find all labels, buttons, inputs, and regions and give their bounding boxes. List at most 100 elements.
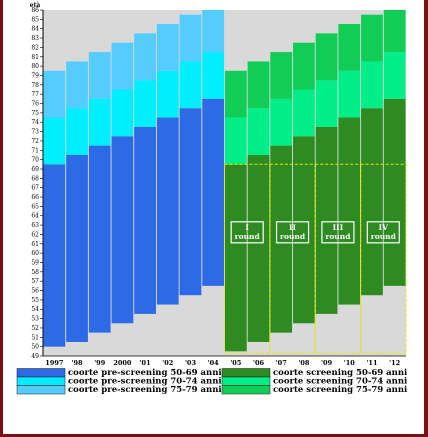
y-tick-label: 50 [31,344,39,351]
y-tick-label: 64 [31,213,39,220]
pre-screening-bar-segment [179,14,202,62]
round-word: round [325,232,351,241]
screening-bar-segment [315,126,338,314]
y-tick-label: 75 [31,110,39,117]
pre-screening-bar-segment [179,61,202,109]
screening-bar-segment [247,61,270,109]
screening-bar-segment [361,61,383,109]
screening-bar-segment [338,117,361,305]
legend-label-scr: coorte screening 75-79 anni [273,385,408,395]
pre-screening-bar-segment [156,24,179,71]
y-tick-label: 57 [31,278,39,285]
screening-bar-segment [383,10,406,53]
y-tick-label: 52 [31,325,39,332]
y-tick-label: 66 [31,194,39,201]
y-tick-label: 59 [31,259,39,266]
y-axis-label: età [30,2,41,9]
screening-round-box [269,163,316,354]
y-tick-label: 81 [31,54,39,61]
screening-bar-segment [224,117,247,165]
x-tick-label: '11 [366,359,377,367]
pre-screening-bar-segment [43,117,66,165]
pre-screening-bar-segment [134,80,156,127]
y-tick-label: 67 [31,185,39,192]
pre-screening-bar-segment [156,70,179,118]
screening-round-box [360,163,407,354]
round-label-box [366,221,400,244]
screening-bar-segment [383,52,406,99]
y-tick-label: 58 [31,269,39,276]
round-label-box [275,221,310,244]
round-numeral: IV [379,223,389,232]
legend-swatch-pre-1 [16,376,66,386]
x-tick-label: '10 [344,359,356,367]
screening-bar-segment [224,70,247,118]
x-tick-label: '12 [389,359,400,367]
screening-round-box [224,163,271,354]
legend-swatch-pre-0 [16,368,66,378]
y-tick-label: 76 [31,101,39,108]
round-numeral: I [245,223,249,232]
screening-bar-segment [361,14,383,62]
pre-screening-bar-segment [88,52,111,99]
y-tick-label: 72 [31,138,39,145]
y-tick-label: 80 [31,63,39,70]
y-tick-label: 51 [31,334,39,341]
screening-bar-segment [224,164,247,352]
screening-bar-segment [315,33,338,81]
y-tick-label: 60 [31,250,39,257]
pre-screening-bar-segment [156,117,179,305]
y-tick-label: 65 [31,203,39,210]
pre-screening-bar-segment [202,52,225,99]
legend-swatch-scr-2 [221,385,271,395]
y-tick-label: 53 [31,316,39,323]
pre-screening-bar-segment [202,10,225,53]
screening-bar-segment [361,108,383,296]
x-tick-label: '07 [276,359,287,367]
screening-bar-segment [293,42,315,90]
x-tick-label: '98 [72,359,84,367]
screening-bar-segment [270,98,293,146]
x-tick-label: '05 [230,359,242,367]
y-tick-label: 71 [31,147,39,154]
pre-screening-bar-segment [134,33,156,81]
y-tick-label: 70 [31,157,39,164]
y-tick-label: 86 [31,7,39,14]
pre-screening-bar-segment [134,126,156,314]
y-tick-label: 74 [31,119,39,126]
x-tick-label: '99 [94,359,106,367]
pre-screening-bar-segment [111,89,134,137]
x-tick-label: '03 [185,359,197,367]
screening-bar-segment [247,154,270,342]
x-tick-label: '09 [321,359,333,367]
round-label-box [321,221,355,244]
x-tick-label: '08 [298,359,310,367]
legend-label-pre: coorte pre-screening 70-74 anni [68,377,222,387]
y-tick-label: 79 [31,72,39,79]
y-tick-label: 82 [31,44,39,51]
pre-screening-bar-segment [111,42,134,90]
legend-swatch-pre-2 [16,385,66,395]
legend-swatch-scr-1 [221,376,271,386]
pre-screening-bar-segment [66,154,88,342]
cohort-stacked-bar-chart: 49 50 51 52 53 54 55 56 57 58 59 60 61 62 63 64 65 66 67 68… [16,2,408,395]
y-tick-label: 84 [31,26,39,33]
pre-screening-bar-segment [111,136,134,324]
y-tick-label: 85 [31,16,39,23]
y-tick-label: 63 [31,222,39,229]
round-word: round [371,232,397,241]
y-tick-label: 77 [31,91,39,98]
y-tick-label: 78 [31,82,39,89]
legend-label-scr: coorte screening 70-74 anni [273,377,408,387]
round-word: round [280,232,306,241]
round-numeral: II [289,223,297,232]
screening-bar-segment [293,89,315,137]
pre-screening-bar-segment [88,145,111,333]
x-tick-label: '01 [140,359,151,367]
y-tick-label: 62 [31,231,39,238]
screening-bar-segment [293,136,315,324]
pre-screening-bar-segment [66,108,88,155]
x-tick-label: '06 [253,359,265,367]
legend-swatch-scr-0 [221,368,271,378]
